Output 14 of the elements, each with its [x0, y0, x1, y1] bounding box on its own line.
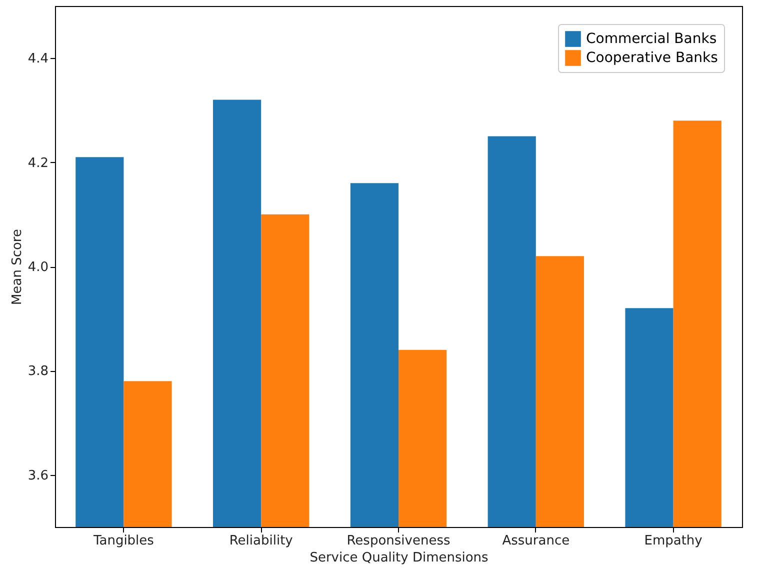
y-axis-title: Mean Score: [10, 229, 25, 305]
x-tick-label: Tangibles: [92, 534, 154, 548]
y-tick-label: 3.6: [28, 468, 48, 484]
y-tick-label: 3.8: [28, 364, 48, 380]
y-tick-label: 4.0: [28, 260, 48, 275]
legend-label: Cooperative Banks: [586, 50, 718, 66]
x-tick-label: Empathy: [644, 534, 703, 548]
x-tick-label: Reliability: [229, 534, 294, 548]
y-tick-label: 4.4: [28, 52, 48, 67]
legend-label: Commercial Banks: [586, 31, 717, 47]
x-tick-label: Assurance: [502, 534, 570, 548]
x-tick-label: Responsiveness: [346, 534, 450, 548]
x-axis-title: Service Quality Dimensions: [310, 550, 489, 566]
y-tick-label: 4.2: [28, 156, 48, 171]
